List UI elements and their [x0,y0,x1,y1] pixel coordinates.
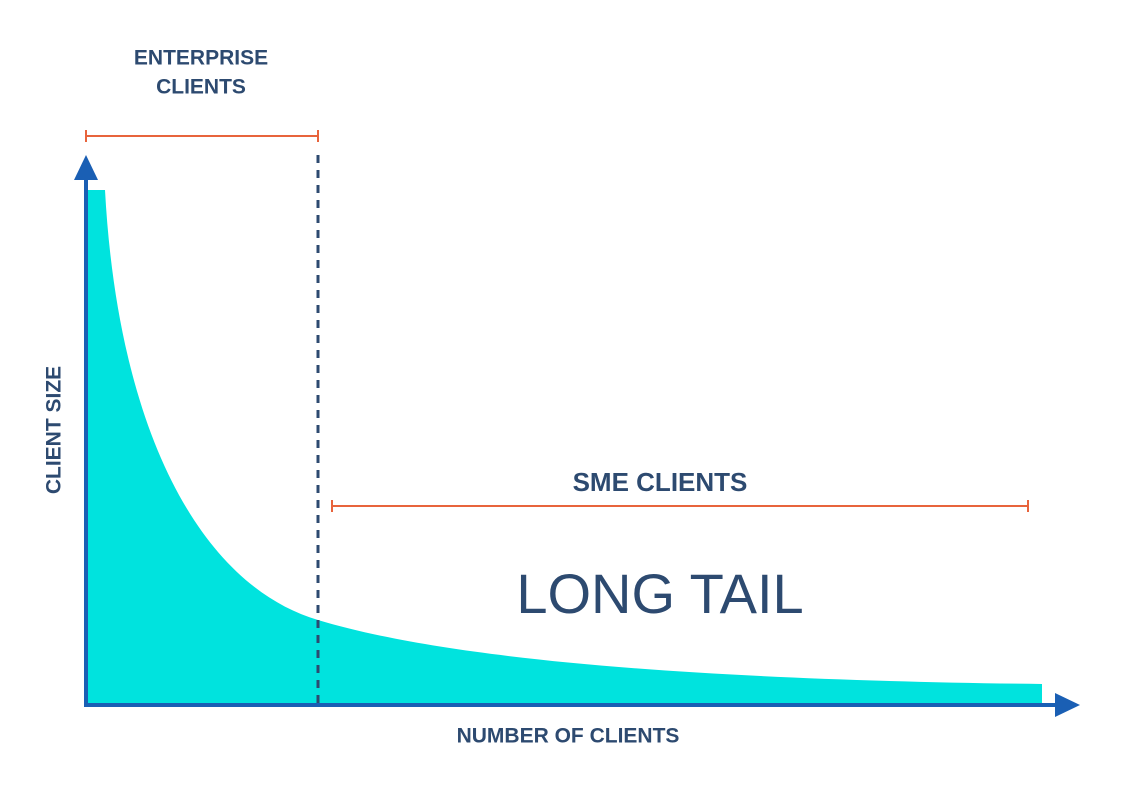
enterprise-label: CLIENTS [156,76,246,99]
y-axis-label: CLIENT SIZE [43,366,66,494]
long-tail-curve [88,190,1042,705]
enterprise-label: ENTERPRISE [134,47,268,70]
x-axis-label: NUMBER OF CLIENTS [457,725,680,748]
x-axis-arrow [1055,693,1080,717]
sme-bracket [331,500,1029,512]
enterprise-bracket [85,130,319,142]
y-axis-arrow [74,155,98,180]
long-tail-label: LONG TAIL [516,562,803,625]
sme-label: SME CLIENTS [573,467,748,497]
